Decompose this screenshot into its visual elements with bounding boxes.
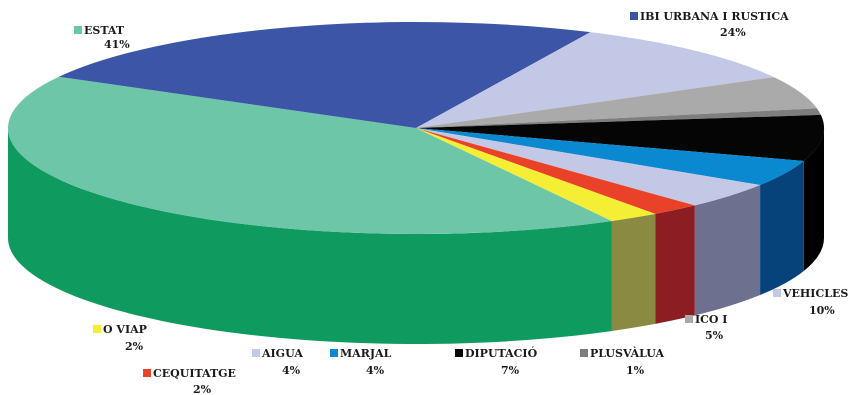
slice-label-aigua: AIGUA bbox=[261, 347, 303, 360]
pie-side-estat bbox=[8, 128, 612, 344]
slice-label-vehicles: VEHICLES bbox=[782, 287, 848, 300]
legend-marker-o-viap bbox=[93, 325, 101, 333]
slice-label-ibi-urbana-i-rustica: IBI URBANA I RUSTICA bbox=[640, 10, 789, 23]
pie-sides bbox=[8, 128, 824, 344]
pie-side-cequitatge bbox=[655, 205, 695, 324]
pie-slice-marjal bbox=[416, 128, 804, 185]
slice-value-o-viap: 2% bbox=[125, 340, 144, 353]
pie-slice-aigua bbox=[416, 128, 761, 206]
pie-slice-diputacio bbox=[416, 114, 824, 161]
pie-slice-o-viap bbox=[416, 128, 656, 221]
slice-value-aigua: 4% bbox=[282, 364, 301, 377]
slice-value-estat: 41% bbox=[104, 38, 130, 51]
slice-value-plusvalua: 1% bbox=[626, 364, 645, 377]
pie-side-marjal bbox=[760, 160, 804, 295]
slice-value-ico-i: 5% bbox=[705, 329, 724, 342]
legend-marker-plusvalua bbox=[580, 349, 588, 357]
slice-label-o-viap: O VIAP bbox=[103, 323, 147, 336]
slice-value-diputacio: 7% bbox=[501, 364, 520, 377]
slice-label-cequitatge: CEQUITATGE bbox=[153, 367, 236, 380]
slice-value-marjal: 4% bbox=[366, 364, 385, 377]
pie-slice-cequitatge bbox=[416, 128, 695, 214]
pie-side-o-viap bbox=[611, 213, 656, 331]
legend-marker-aigua bbox=[252, 349, 260, 357]
pie-slice-plusvalua bbox=[416, 108, 821, 128]
pie-slice-ibi-urbana-i-rustica bbox=[58, 22, 591, 129]
pie-slice-vehicles bbox=[416, 32, 774, 128]
pie-slice-ico-i bbox=[416, 77, 817, 128]
legend-marker-estat bbox=[74, 26, 82, 34]
pie-side-aigua bbox=[694, 184, 761, 316]
pie-side-diputacio bbox=[803, 128, 824, 271]
legend-marker-marjal bbox=[330, 349, 338, 357]
legend-marker-ibi-urbana-i-rustica bbox=[630, 12, 638, 20]
slice-label-diputacio: DIPUTACIÓ bbox=[465, 346, 538, 360]
legend-marker-cequitatge bbox=[143, 369, 151, 377]
slice-value-ibi-urbana-i-rustica: 24% bbox=[720, 26, 746, 39]
legend-marker-vehicles bbox=[773, 289, 781, 297]
slice-value-vehicles: 10% bbox=[809, 304, 835, 317]
slice-value-cequitatge: 2% bbox=[193, 383, 212, 395]
slice-label-marjal: MARJAL bbox=[340, 347, 392, 360]
legend-marker-diputacio bbox=[455, 349, 463, 357]
pie-slice-estat bbox=[8, 76, 612, 234]
slice-label-estat: ESTAT bbox=[84, 24, 125, 37]
slice-label-ico-i: ICO I bbox=[695, 313, 727, 326]
pie-tops bbox=[8, 22, 824, 234]
legend-marker-ico-i bbox=[685, 315, 693, 323]
slice-label-plusvalua: PLUSVÀLUA bbox=[590, 346, 665, 360]
